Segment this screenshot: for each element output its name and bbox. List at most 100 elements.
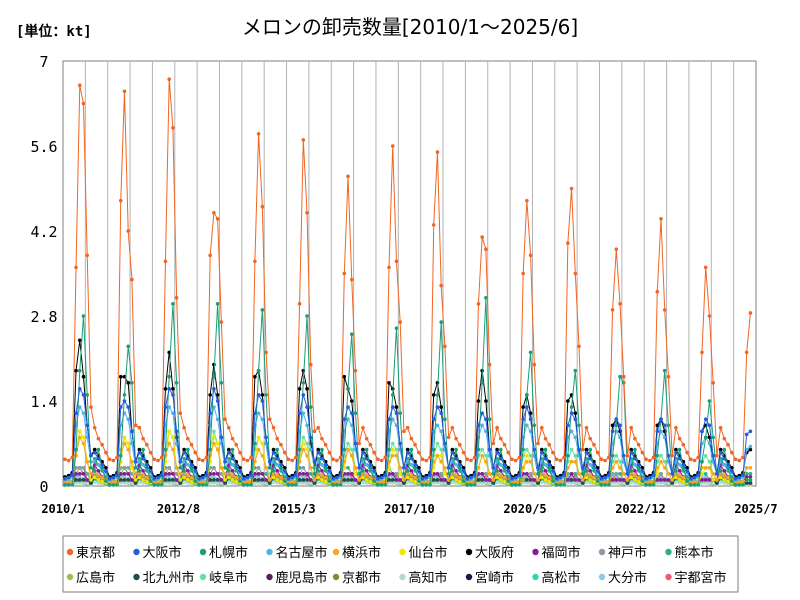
data-point bbox=[104, 479, 108, 483]
data-point bbox=[227, 475, 231, 480]
data-point bbox=[584, 447, 589, 452]
data-point bbox=[543, 447, 548, 452]
data-point bbox=[353, 368, 358, 373]
data-point bbox=[431, 447, 436, 452]
data-point bbox=[487, 472, 492, 476]
data-point bbox=[305, 441, 309, 446]
data-point bbox=[305, 453, 309, 458]
legend-item: 岐阜市 bbox=[199, 570, 248, 586]
data-point bbox=[301, 465, 306, 470]
data-point bbox=[640, 469, 645, 473]
data-point bbox=[450, 450, 455, 455]
data-point bbox=[111, 475, 116, 480]
data-point bbox=[528, 453, 533, 458]
data-point bbox=[89, 405, 93, 409]
data-point bbox=[130, 429, 134, 434]
data-point bbox=[398, 478, 402, 482]
legend-label: 京都市 bbox=[342, 570, 381, 586]
data-point bbox=[390, 453, 395, 458]
data-point bbox=[435, 380, 440, 385]
data-point bbox=[200, 482, 205, 487]
data-point bbox=[182, 459, 186, 464]
data-point bbox=[156, 458, 160, 463]
data-point bbox=[238, 450, 242, 455]
data-point bbox=[387, 478, 391, 482]
data-point bbox=[741, 482, 745, 487]
data-point bbox=[439, 478, 443, 482]
data-point bbox=[491, 481, 496, 485]
data-point bbox=[186, 456, 190, 461]
data-point bbox=[655, 423, 660, 428]
data-point bbox=[335, 479, 339, 484]
data-point bbox=[558, 479, 563, 484]
legend-label: 北九州市 bbox=[143, 570, 195, 586]
data-point bbox=[163, 481, 168, 485]
data-point bbox=[666, 481, 671, 486]
data-point bbox=[316, 480, 321, 485]
data-point bbox=[297, 472, 302, 476]
data-point bbox=[286, 482, 291, 487]
data-point bbox=[312, 459, 317, 464]
data-point bbox=[320, 473, 324, 477]
data-point bbox=[633, 456, 637, 461]
data-point bbox=[469, 458, 473, 463]
data-point bbox=[521, 417, 525, 422]
data-point bbox=[558, 458, 563, 463]
data-point bbox=[212, 429, 216, 434]
data-point bbox=[81, 101, 86, 106]
data-point bbox=[629, 447, 633, 452]
data-point bbox=[498, 462, 503, 467]
data-point bbox=[63, 457, 67, 462]
data-point bbox=[607, 455, 611, 460]
legend-item: 大分市 bbox=[598, 570, 647, 586]
data-point bbox=[487, 362, 492, 367]
data-point bbox=[81, 465, 86, 470]
data-point bbox=[450, 480, 455, 485]
data-point bbox=[316, 447, 321, 452]
data-point bbox=[655, 289, 660, 294]
data-point bbox=[525, 423, 529, 428]
x-tick-label: 2010/1 bbox=[41, 502, 84, 516]
data-point bbox=[715, 453, 719, 458]
legend-item: 東京都 bbox=[66, 545, 115, 561]
data-point bbox=[227, 469, 231, 473]
data-point bbox=[521, 447, 525, 452]
data-point bbox=[513, 479, 518, 484]
data-point bbox=[137, 475, 142, 480]
data-point bbox=[428, 473, 432, 477]
data-point bbox=[227, 447, 231, 452]
data-point bbox=[141, 481, 145, 485]
data-point bbox=[398, 441, 402, 446]
data-point bbox=[577, 447, 581, 452]
data-point bbox=[666, 453, 671, 458]
legend-item: 熊本市 bbox=[665, 545, 714, 561]
data-point bbox=[487, 447, 492, 452]
data-point bbox=[394, 411, 399, 415]
legend-marker bbox=[665, 548, 672, 556]
data-point bbox=[186, 473, 190, 477]
data-point bbox=[666, 478, 671, 482]
y-axis-ticks: 0 1.4 2.8 4.2 5.6 7 bbox=[30, 53, 57, 496]
data-point bbox=[92, 469, 97, 473]
data-point bbox=[193, 469, 198, 473]
data-point bbox=[167, 387, 171, 391]
data-point bbox=[603, 458, 607, 463]
data-point bbox=[275, 473, 280, 477]
data-point bbox=[275, 462, 280, 467]
data-point bbox=[398, 411, 402, 415]
data-point bbox=[368, 442, 373, 447]
data-point bbox=[703, 465, 708, 470]
data-point bbox=[737, 482, 742, 487]
data-point bbox=[495, 425, 499, 430]
data-point bbox=[271, 469, 276, 473]
data-point bbox=[148, 450, 153, 455]
data-point bbox=[308, 465, 313, 470]
data-point bbox=[696, 473, 701, 477]
data-point bbox=[212, 362, 216, 367]
data-point bbox=[156, 479, 160, 484]
data-point bbox=[271, 480, 276, 485]
data-point bbox=[364, 447, 369, 452]
data-point bbox=[126, 405, 130, 409]
data-point bbox=[603, 479, 607, 484]
data-point bbox=[543, 469, 548, 473]
